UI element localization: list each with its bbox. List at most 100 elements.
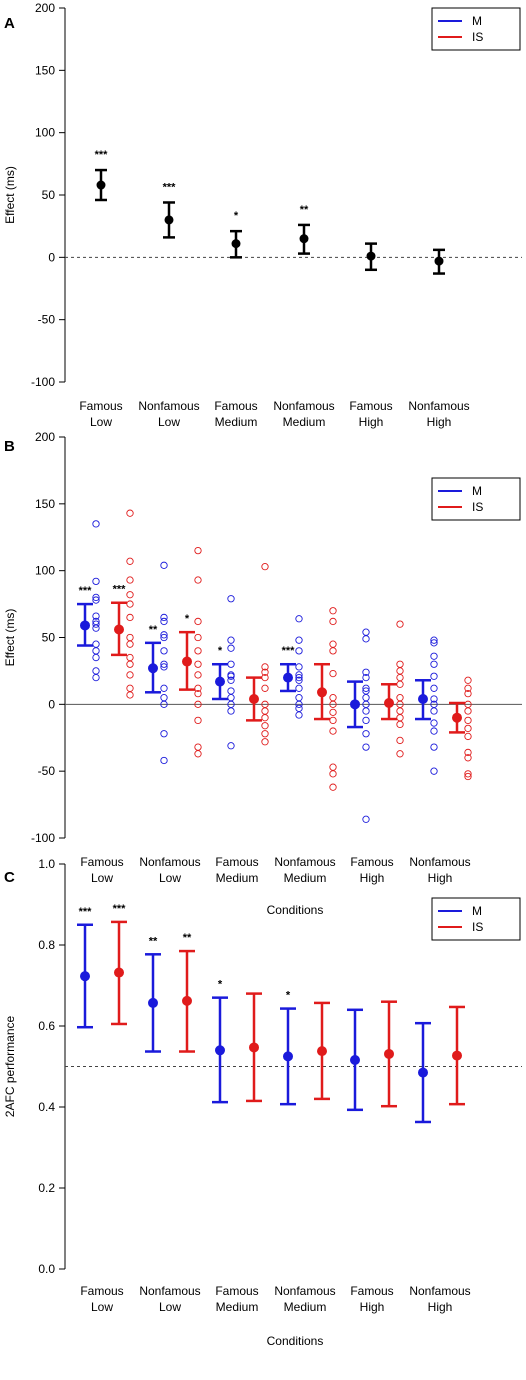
- y-tick-label: -100: [31, 831, 55, 845]
- legend: M IS: [431, 897, 521, 941]
- participant-point: [362, 635, 370, 643]
- participant-point: [295, 676, 303, 684]
- mean-point: [317, 687, 327, 698]
- mean-point: [350, 1055, 360, 1066]
- chart-panel-B: B 200 150 100 50 0 -50 -100 Effect (ms) Famous Low…: [3, 430, 522, 917]
- participant-point: [126, 660, 134, 668]
- participant-point: [92, 640, 100, 648]
- participant-point: [464, 754, 472, 762]
- x-category-label-line1: Famous: [215, 855, 258, 869]
- significance-label: *: [218, 645, 223, 657]
- participant-point: [295, 684, 303, 692]
- x-category-label-line1: Famous: [215, 1284, 258, 1298]
- y-tick-label: 0: [48, 250, 55, 264]
- legend-box: [431, 477, 521, 521]
- y-tick-label: 0.6: [38, 1019, 55, 1033]
- mean-point: [182, 656, 192, 667]
- mean-point: [148, 997, 158, 1008]
- participant-point: [227, 694, 235, 702]
- panel-letter: A: [4, 15, 15, 32]
- participant-point: [160, 631, 168, 639]
- participant-point: [92, 520, 100, 528]
- x-category-label-line2: Low: [158, 415, 180, 429]
- participant-point: [295, 694, 303, 702]
- y-tick-label: -50: [38, 764, 56, 778]
- participant-point: [261, 663, 269, 671]
- x-category-label-line1: Famous: [80, 1284, 123, 1298]
- participant-point: [261, 673, 269, 682]
- participant-point: [430, 639, 438, 647]
- mean-point: [215, 1045, 225, 1056]
- participant-point: [396, 707, 404, 715]
- significance-label: *: [218, 979, 223, 991]
- participant-point: [362, 815, 370, 823]
- mean-point: [96, 180, 106, 190]
- participant-point: [396, 680, 404, 688]
- participant-point: [464, 689, 472, 698]
- legend-label-is: IS: [472, 920, 483, 934]
- mean-point: [249, 1042, 259, 1053]
- participant-point: [227, 660, 235, 668]
- participant-point: [362, 694, 370, 702]
- x-category-label-line2: High: [360, 1300, 385, 1314]
- participant-point: [295, 704, 303, 712]
- significance-label: **: [183, 932, 192, 944]
- participant-point: [194, 671, 202, 679]
- y-tick-label: 100: [35, 126, 55, 140]
- y-tick-label: 0.2: [38, 1181, 55, 1195]
- x-category-label-line1: Nonfamous: [138, 399, 199, 413]
- participant-point: [160, 730, 168, 738]
- mean-point: [418, 1067, 428, 1078]
- x-category-label-line1: Nonfamous: [274, 1284, 335, 1298]
- x-category-label-line2: Low: [91, 871, 113, 885]
- participant-point: [126, 671, 134, 679]
- participant-point: [329, 607, 337, 615]
- participant-point: [396, 714, 404, 722]
- participant-point: [227, 742, 235, 750]
- x-category-label-line2: Low: [159, 1300, 181, 1314]
- participant-point: [396, 736, 404, 745]
- participant-point: [126, 576, 134, 584]
- participant-point: [194, 576, 202, 584]
- y-tick-label: 1.0: [38, 857, 55, 871]
- mean-point: [452, 712, 462, 723]
- participant-point: [362, 716, 370, 725]
- participant-point: [126, 613, 134, 622]
- participant-point: [464, 770, 472, 778]
- participant-point: [295, 700, 303, 708]
- participant-point: [362, 684, 370, 692]
- legend-label-is: IS: [472, 30, 483, 44]
- participant-point: [261, 714, 269, 722]
- significance-label: *: [286, 990, 291, 1002]
- participant-point: [261, 730, 269, 738]
- participant-point: [160, 663, 168, 671]
- y-tick-label: 0.0: [38, 1262, 55, 1276]
- y-tick-label: 0.4: [38, 1100, 55, 1114]
- participant-point: [464, 732, 472, 741]
- participant-point: [295, 671, 303, 679]
- participant-point: [295, 663, 303, 671]
- participant-point: [329, 694, 337, 702]
- participant-point: [92, 647, 100, 655]
- participant-point: [430, 767, 438, 775]
- participant-point: [464, 748, 472, 757]
- x-category-label-line1: Nonfamous: [139, 855, 200, 869]
- participant-point: [126, 684, 134, 692]
- y-axis-label: Effect (ms): [3, 609, 17, 667]
- x-category-label-line1: Famous: [349, 399, 392, 413]
- mean-point: [249, 693, 259, 704]
- participant-point: [396, 720, 404, 729]
- participant-point: [194, 660, 202, 668]
- participant-point: [126, 640, 134, 648]
- participant-point: [329, 708, 337, 717]
- significance-label: ***: [113, 903, 127, 915]
- participant-point: [329, 770, 337, 778]
- participant-point: [464, 707, 472, 715]
- mean-point: [418, 693, 428, 704]
- mean-point: [384, 697, 394, 708]
- x-category-label-line2: High: [427, 415, 452, 429]
- participant-point: [261, 722, 269, 730]
- legend-label-m: M: [472, 14, 482, 28]
- significance-label: *: [185, 613, 190, 625]
- participant-point: [329, 783, 337, 791]
